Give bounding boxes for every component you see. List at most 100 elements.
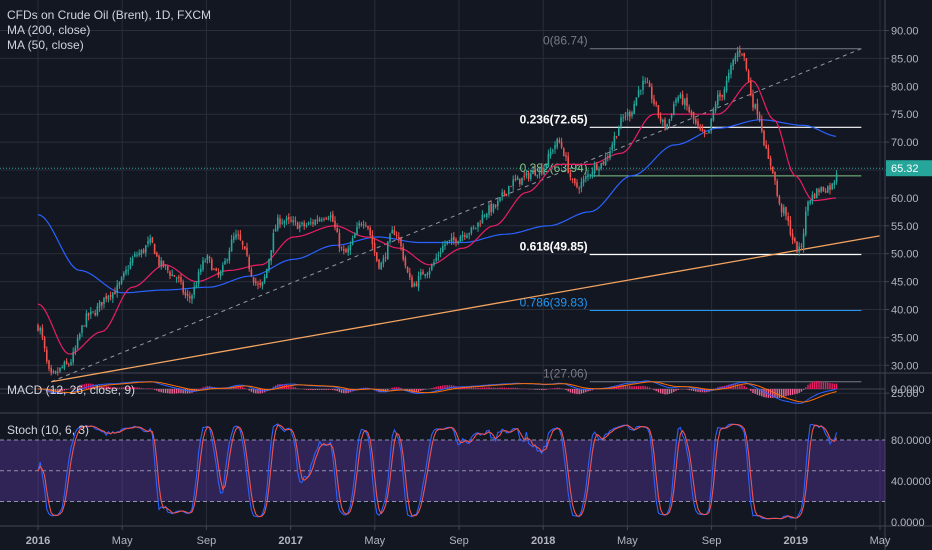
candle-body: [453, 236, 455, 241]
candle-body: [351, 238, 354, 245]
candle-body: [743, 52, 745, 57]
macd-pane: [0, 380, 885, 404]
candle-body: [591, 171, 594, 176]
time-axis[interactable]: 2016 May Sep 2017 May Sep 2018 May Sep 2019 May: [26, 526, 891, 547]
candle-body: [831, 183, 833, 190]
candle-body: [43, 337, 46, 349]
candle-body: [248, 257, 250, 269]
candle-body: [365, 224, 367, 226]
candle-body: [395, 235, 398, 236]
price-tick-label: 85.00: [891, 53, 919, 65]
candle-body: [428, 270, 431, 275]
candle-body: [604, 157, 607, 166]
candle-body: [151, 237, 154, 243]
symbol-title[interactable]: CFDs on Crude Oil (Brent), 1D, FXCM: [7, 8, 212, 22]
candle-body: [162, 260, 165, 267]
candle-body: [167, 266, 169, 271]
candle-body: [464, 235, 466, 237]
candle-body: [653, 98, 655, 104]
candle-body: [37, 324, 39, 331]
candle-body: [739, 50, 741, 53]
time-tick-label: 2017: [278, 535, 302, 547]
candle-body: [505, 193, 508, 195]
candle-body: [483, 215, 486, 217]
candle-body: [120, 277, 123, 283]
candle-body: [624, 116, 627, 118]
price-tick-label: 60.00: [891, 193, 919, 205]
candle-body: [543, 168, 545, 175]
candle-body: [666, 124, 668, 128]
candle-body: [717, 94, 719, 105]
candle-body: [125, 269, 127, 274]
candle-body: [765, 144, 767, 149]
candle-body: [587, 174, 589, 178]
ma200-legend[interactable]: MA (200, close): [7, 23, 91, 37]
candle-body: [607, 156, 609, 157]
candles: [37, 45, 838, 376]
fib-level-label: 0.382(63.94): [520, 161, 588, 175]
candle-body: [90, 311, 92, 315]
candle-body: [312, 222, 314, 224]
candle-body: [547, 154, 550, 167]
candle-body: [426, 273, 429, 276]
candle-body: [613, 136, 616, 146]
candle-body: [158, 255, 160, 266]
candle-body: [406, 267, 409, 273]
candle-body: [213, 269, 215, 270]
candle-body: [824, 191, 827, 193]
candle-body: [761, 119, 763, 132]
candle-body: [310, 222, 312, 224]
candle-body: [316, 219, 319, 221]
candle-body: [637, 90, 640, 97]
candle-body: [222, 265, 224, 272]
candle-body: [794, 238, 796, 242]
ma50-legend[interactable]: MA (50, close): [7, 38, 84, 52]
candle-body: [721, 95, 723, 97]
candle-body: [477, 222, 479, 228]
candle-body: [673, 104, 675, 116]
candle-body: [52, 371, 55, 373]
candle-body: [494, 204, 497, 207]
candle-body: [329, 215, 332, 218]
candle-body: [490, 203, 492, 213]
candle-body: [593, 164, 596, 174]
stoch-legend[interactable]: Stoch (10, 6, 3): [7, 423, 90, 437]
candle-body: [499, 197, 501, 201]
candle-body: [318, 218, 321, 222]
candle-body: [774, 171, 776, 181]
candle-body: [233, 236, 235, 240]
candle-body: [307, 222, 310, 225]
support-trendline: [51, 235, 880, 383]
candle-body: [780, 204, 783, 213]
candle-body: [153, 243, 156, 255]
candle-body: [197, 271, 200, 285]
macd-legend[interactable]: MACD (12, 26, close, 9): [7, 383, 136, 397]
candle-body: [734, 56, 737, 61]
candle-body: [725, 80, 728, 91]
candle-body: [389, 234, 391, 242]
candle-body: [160, 260, 162, 266]
candle-body: [503, 191, 506, 194]
candle-body: [400, 237, 402, 247]
price-axis[interactable]: 90.0085.0080.0075.0070.0065.0060.0055.00…: [885, 26, 932, 530]
candle-body: [714, 103, 717, 111]
candle-body: [618, 127, 620, 136]
candle-body: [321, 219, 323, 221]
candle-body: [142, 249, 145, 253]
candle-body: [404, 257, 407, 266]
candle-body: [699, 126, 701, 130]
candle-body: [226, 259, 228, 261]
fib-trend-line: [51, 48, 862, 383]
candle-body: [413, 283, 415, 287]
candle-body: [305, 225, 308, 227]
candle-body: [362, 224, 365, 226]
candle-body: [136, 254, 138, 256]
candle-body: [360, 224, 363, 226]
candle-body: [829, 185, 831, 190]
candle-body: [323, 219, 325, 221]
candle-body: [270, 250, 272, 261]
candle-body: [626, 112, 629, 116]
candle-body: [701, 128, 704, 131]
candle-body: [334, 220, 336, 228]
